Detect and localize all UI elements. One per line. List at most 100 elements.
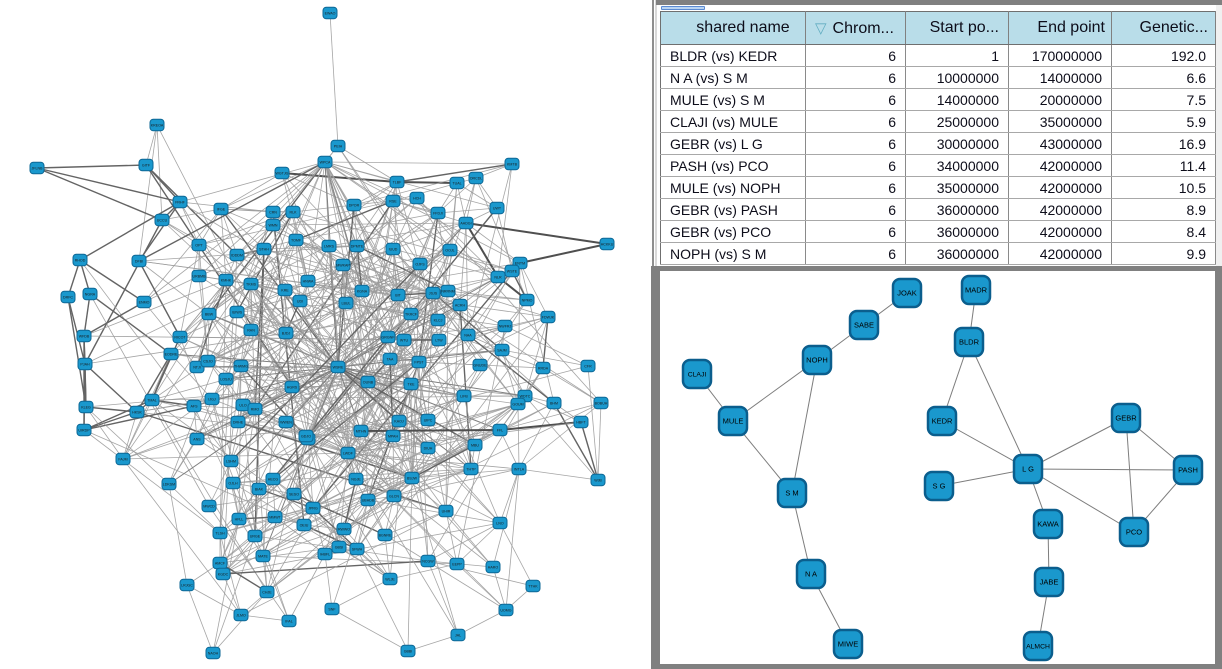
svg-text:WSTE: WSTE: [507, 269, 518, 273]
svg-text:BLDR: BLDR: [959, 338, 980, 347]
svg-text:DPOR: DPOR: [349, 203, 360, 207]
svg-text:UCCU: UCCU: [157, 218, 168, 222]
svg-text:IFAL: IFAL: [285, 619, 292, 623]
svg-text:ACRH: ACRH: [455, 303, 466, 307]
svg-text:UIPC: UIPC: [424, 418, 433, 422]
svg-text:URBMB: URBMB: [193, 274, 207, 278]
svg-text:WJB: WJB: [594, 478, 602, 482]
svg-text:RWWO: RWWO: [338, 527, 350, 531]
svg-text:WDTC: WDTC: [520, 394, 531, 398]
svg-text:NWFRJ: NWFRJ: [499, 324, 512, 328]
svg-text:WGTJG: WGTJG: [276, 171, 289, 175]
svg-text:NAA: NAA: [464, 333, 472, 337]
svg-text:IHBFL: IHBFL: [320, 552, 330, 556]
svg-text:NOPH: NOPH: [806, 356, 828, 365]
svg-text:CFR: CFR: [584, 364, 592, 368]
svg-text:HKSK: HKSK: [132, 410, 142, 414]
svg-text:BIT: BIT: [395, 293, 401, 297]
svg-text:SAJM: SAJM: [497, 348, 507, 352]
svg-text:INTLA: INTLA: [514, 467, 525, 471]
svg-text:AADGI: AADGI: [460, 221, 471, 225]
svg-text:DRFC: DRFC: [63, 295, 73, 299]
svg-text:UOMG: UOMG: [500, 608, 511, 612]
svg-text:KGNA: KGNA: [357, 289, 368, 293]
svg-text:LBUL: LBUL: [342, 301, 351, 305]
svg-text:BIAK: BIAK: [255, 487, 264, 491]
svg-text:SABE: SABE: [854, 321, 874, 330]
svg-text:RMO: RMO: [251, 407, 260, 411]
svg-text:PCO: PCO: [1126, 528, 1142, 537]
svg-text:AMCF: AMCF: [215, 561, 226, 565]
svg-text:JFLNB: JFLNB: [32, 166, 44, 170]
svg-text:MIWE: MIWE: [838, 640, 858, 649]
svg-text:MWKAP: MWKAP: [336, 263, 350, 267]
svg-text:IJGJ: IJGJ: [208, 397, 216, 401]
svg-text:FPST: FPST: [414, 360, 424, 364]
svg-text:JSJS: JSJS: [429, 291, 438, 295]
svg-text:OEIU: OEIU: [300, 523, 309, 527]
svg-text:WFDB: WFDB: [79, 334, 90, 338]
svg-text:MATE: MATE: [258, 554, 268, 558]
svg-text:LIFB: LIFB: [460, 394, 468, 398]
svg-text:NGJE: NGJE: [351, 477, 361, 481]
svg-text:OJFS: OJFS: [415, 262, 425, 266]
svg-text:TKRCF: TKRCF: [405, 312, 418, 316]
svg-text:PEIH: PEIH: [334, 144, 343, 148]
svg-text:BJDJ: BJDJ: [282, 331, 291, 335]
svg-text:MTHN: MTHN: [356, 429, 367, 433]
svg-text:DRHE: DRHE: [233, 420, 244, 424]
svg-text:JPRG: JPRG: [308, 506, 318, 510]
svg-text:TMAL: TMAL: [147, 398, 157, 402]
svg-text:UDI: UDI: [297, 299, 303, 303]
svg-text:GLCN: GLCN: [389, 494, 399, 498]
svg-text:PJAH: PJAH: [80, 362, 90, 366]
svg-text:GNUDE: GNUDE: [474, 363, 488, 367]
svg-text:IUIWS: IUIWS: [232, 310, 243, 314]
svg-text:ORCDL: ORCDL: [470, 176, 483, 180]
svg-text:LTW: LTW: [435, 338, 443, 342]
svg-text:GRGNF: GRGNF: [382, 335, 396, 339]
svg-text:KEDR: KEDR: [932, 417, 953, 426]
svg-text:CLAJI: CLAJI: [688, 372, 707, 379]
svg-text:CHJE: CHJE: [262, 590, 272, 594]
svg-text:TKE: TKE: [408, 382, 416, 386]
svg-text:HFLL: HFLL: [235, 517, 244, 521]
svg-text:KRE: KRE: [281, 288, 289, 292]
svg-text:NLR: NLR: [494, 275, 502, 279]
svg-text:GDJO: GDJO: [301, 434, 311, 438]
svg-text:UHIR: UHIR: [442, 509, 451, 513]
svg-text:WWEN: WWEN: [280, 420, 292, 424]
svg-text:FDWJK: FDWJK: [542, 315, 555, 319]
svg-text:HCKKU: HCKKU: [601, 242, 614, 246]
svg-text:TTHK: TTHK: [528, 584, 538, 588]
svg-text:HBFT: HBFT: [576, 420, 586, 424]
svg-text:LRJGC: LRJGC: [181, 583, 193, 587]
svg-text:NTJI: NTJI: [193, 365, 201, 369]
svg-text:BGNRE: BGNRE: [379, 533, 392, 537]
svg-text:OOJL: OOJL: [445, 248, 454, 252]
svg-text:MPAH: MPAH: [388, 434, 399, 438]
svg-text:JLMO: JLMO: [236, 613, 246, 617]
svg-text:KGDC: KGDC: [218, 572, 229, 576]
svg-text:HNWA: HNWA: [303, 279, 314, 283]
svg-text:LDKSM: LDKSM: [163, 482, 175, 486]
svg-text:RAN: RAN: [247, 328, 255, 332]
svg-text:IDDDM: IDDDM: [231, 253, 243, 257]
svg-text:GBSI: GBSI: [335, 545, 344, 549]
svg-text:S M: S M: [785, 489, 798, 498]
svg-text:MMWT: MMWT: [269, 515, 281, 519]
svg-text:WTU: WTU: [400, 338, 409, 342]
svg-text:NCGW: NCGW: [422, 559, 434, 563]
svg-text:MULE: MULE: [723, 417, 744, 426]
svg-text:KMTB: KMTB: [507, 162, 518, 166]
svg-text:BOBUH: BOBUH: [595, 401, 608, 405]
svg-text:TKMS: TKMS: [246, 282, 257, 286]
svg-text:LNO: LNO: [496, 521, 504, 525]
svg-text:RRDA: RRDA: [538, 366, 549, 370]
svg-text:IFGE: IFGE: [217, 207, 226, 211]
svg-text:JABE: JABE: [1040, 578, 1059, 587]
svg-text:KAWA: KAWA: [1037, 520, 1059, 529]
svg-text:FAJM: FAJM: [118, 457, 127, 461]
svg-text:BSJW: BSJW: [407, 476, 418, 480]
svg-text:UBHDB: UBHDB: [362, 498, 375, 502]
